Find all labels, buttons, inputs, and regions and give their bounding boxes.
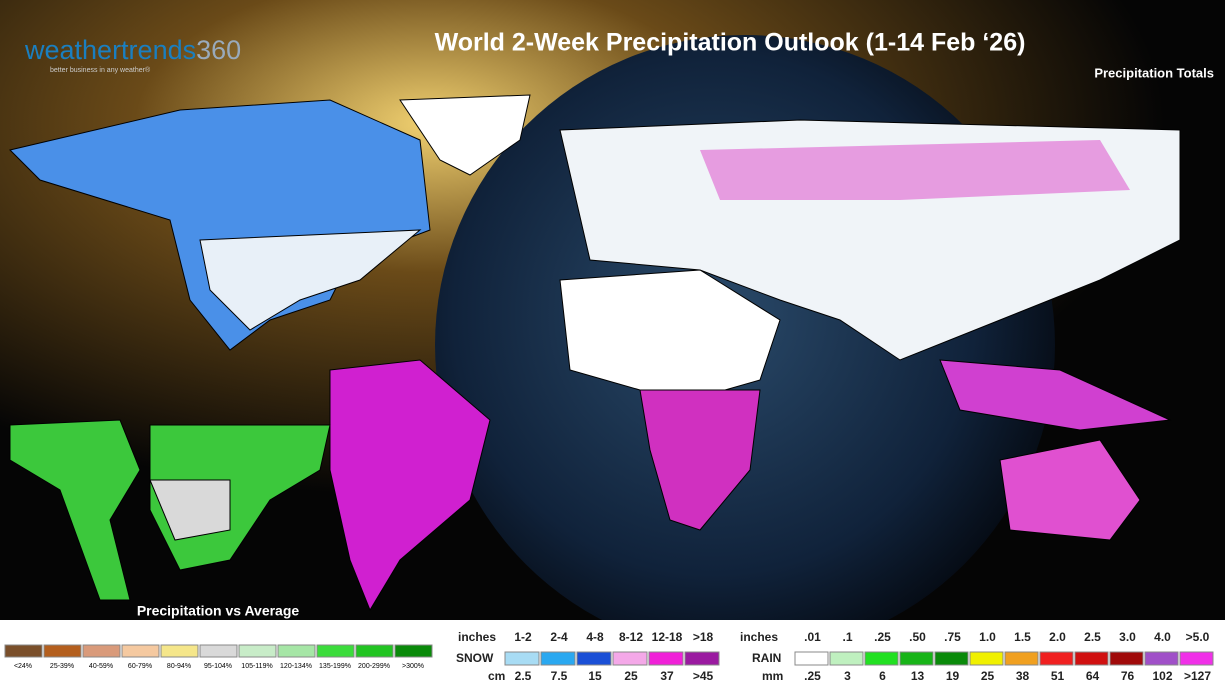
rain-bottom-unit: mm <box>762 669 783 683</box>
anomaly-label: 95-104% <box>204 663 232 670</box>
inset-americas <box>9 419 141 601</box>
anomaly-label: >300% <box>402 663 424 670</box>
rain-inches: 2.5 <box>1084 630 1101 644</box>
rain-mm: 51 <box>1051 669 1065 683</box>
snow-swatch <box>504 651 540 666</box>
snow-cm: 7.5 <box>551 669 568 683</box>
anomaly-swatch <box>121 644 160 658</box>
title: World 2-Week Precipitation Outlook (1-14… <box>435 29 1026 57</box>
rain-swatch <box>864 651 899 666</box>
rain-inches: 4.0 <box>1154 630 1171 644</box>
anomaly-swatch <box>355 644 394 658</box>
snow-swatch <box>576 651 612 666</box>
rain-swatch <box>1179 651 1214 666</box>
anomaly-swatch <box>394 644 433 658</box>
rain-inches: .01 <box>804 630 821 644</box>
rain-inches: 3.0 <box>1119 630 1136 644</box>
snow-bottom-unit: cm <box>488 669 505 683</box>
snow-cm: 2.5 <box>515 669 532 683</box>
rain-swatch <box>1004 651 1039 666</box>
rain-mm: 19 <box>946 669 960 683</box>
rain-mm: 6 <box>879 669 886 683</box>
rain-mm: 3 <box>844 669 851 683</box>
rain-mm: >127 <box>1184 669 1211 683</box>
anomaly-label: 80-94% <box>167 663 191 670</box>
south-america <box>329 359 491 612</box>
snow-inches: >18 <box>693 630 714 644</box>
snow-swatch <box>540 651 576 666</box>
snow-cm: 15 <box>588 669 602 683</box>
snow-inches: 2-4 <box>550 630 568 644</box>
snow-swatch <box>612 651 648 666</box>
rain-inches: >5.0 <box>1186 630 1210 644</box>
rain-mm: 64 <box>1086 669 1100 683</box>
rain-mm: 25 <box>981 669 995 683</box>
rain-top-unit: inches <box>740 630 778 644</box>
snow-cm: >45 <box>693 669 714 683</box>
snow-swatch <box>648 651 684 666</box>
rain-mm: 76 <box>1121 669 1135 683</box>
anomaly-swatch <box>199 644 238 658</box>
rain-mm: 102 <box>1152 669 1172 683</box>
rain-swatch <box>1109 651 1144 666</box>
rain-inches: 1.5 <box>1014 630 1031 644</box>
snow-cm: 25 <box>624 669 638 683</box>
anomaly-label: <24% <box>14 663 32 670</box>
snow-swatch <box>684 651 720 666</box>
anomaly-label: 105-119% <box>241 663 272 670</box>
rain-swatch <box>1144 651 1179 666</box>
inset-label: Precipitation vs Average <box>137 603 300 619</box>
logo-number: 360 <box>196 35 241 65</box>
anomaly-swatch <box>238 644 277 658</box>
anomaly-swatch <box>316 644 355 658</box>
rain-inches: 1.0 <box>979 630 996 644</box>
rain-inches: 2.0 <box>1049 630 1066 644</box>
logo: weathertrends360 <box>24 35 241 65</box>
anomaly-swatch <box>160 644 199 658</box>
rain-swatch <box>1074 651 1109 666</box>
anomaly-swatch <box>4 644 43 658</box>
rain-inches: .75 <box>944 630 961 644</box>
anomaly-label: 120-134% <box>280 663 312 670</box>
anomaly-swatch <box>43 644 82 658</box>
inset-africa-average <box>149 479 231 541</box>
tagline: better business in any weather® <box>50 66 151 74</box>
rain-inches: .50 <box>909 630 926 644</box>
north-america-south <box>199 229 422 331</box>
rain-swatch <box>934 651 969 666</box>
anomaly-swatch <box>82 644 121 658</box>
rain-swatch <box>829 651 864 666</box>
rain-title: RAIN <box>752 651 781 665</box>
greenland <box>399 94 531 176</box>
maritime-asia <box>939 359 1172 431</box>
anomaly-label: 25-39% <box>50 663 74 670</box>
rain-mm: .25 <box>804 669 821 683</box>
snow-cm: 37 <box>660 669 674 683</box>
rain-swatch <box>794 651 829 666</box>
anomaly-label: 200-299% <box>358 663 390 670</box>
australia <box>999 439 1141 541</box>
eurasia-snow <box>700 140 1130 200</box>
anomaly-swatch <box>277 644 316 658</box>
anomaly-label: 135-199% <box>319 663 351 670</box>
anomaly-label: 40-59% <box>89 663 113 670</box>
snow-top-unit: inches <box>458 630 496 644</box>
snow-inches: 4-8 <box>586 630 604 644</box>
anomaly-label: 60-79% <box>128 663 152 670</box>
south-africa <box>639 389 761 531</box>
rain-swatch <box>969 651 1004 666</box>
snow-inches: 1-2 <box>514 630 532 644</box>
subtitle: Precipitation Totals <box>1094 65 1214 80</box>
rain-inches: .25 <box>874 630 891 644</box>
rain-inches: .1 <box>842 630 852 644</box>
rain-swatch <box>1039 651 1074 666</box>
snow-title: SNOW <box>456 651 494 665</box>
snow-inches: 8-12 <box>619 630 643 644</box>
rain-mm: 38 <box>1016 669 1030 683</box>
rain-mm: 13 <box>911 669 925 683</box>
logo-name: weathertrends <box>24 35 196 65</box>
rain-swatch <box>899 651 934 666</box>
snow-inches: 12-18 <box>652 630 683 644</box>
